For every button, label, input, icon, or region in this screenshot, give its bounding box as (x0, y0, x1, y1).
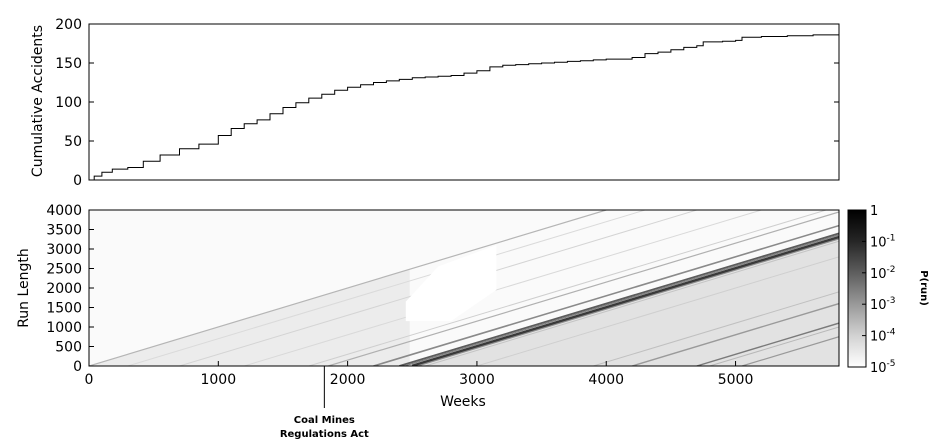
heatmap-secondary-band (417, 238, 839, 366)
heatmap-diagonal-band (593, 291, 839, 366)
bottom-x-tick-label: 1000 (200, 372, 236, 388)
top-y-tick-label: 200 (55, 17, 82, 33)
heatmap-white-region (405, 245, 497, 322)
heatmap-diagonal-band (399, 232, 839, 366)
top-y-tick-label: 50 (64, 134, 82, 150)
bottom-y-tick-label: 3000 (46, 242, 82, 258)
heatmap-dominant-band (411, 235, 839, 366)
colorbar-tick-label: 10-1 (870, 233, 896, 250)
heatmap-diagonal-band (89, 210, 607, 366)
bottom-x-tick-label: 2000 (330, 372, 366, 388)
heatmap-diagonal-band (696, 322, 839, 366)
top-y-tick-label: 0 (73, 173, 82, 189)
heatmap-diagonal-band (308, 210, 827, 366)
x-axis-label: Weeks (440, 394, 486, 410)
annotation-text-line-1: Coal Mines (294, 415, 355, 426)
bottom-y-tick-label: 3500 (46, 223, 82, 239)
heatmap-diagonal-band (373, 224, 839, 366)
bottom-y-tick-label: 1500 (46, 301, 82, 317)
top-y-axis-label: Cumulative Accidents (30, 25, 46, 177)
bottom-x-tick-label: 4000 (588, 372, 624, 388)
colorbar: 1 10-1 10-2 10-3 10-4 10-5 P(run) (847, 204, 929, 376)
colorbar-label: P(run) (918, 270, 929, 306)
colorbar-tick-label: 1 (870, 204, 878, 219)
bottom-x-tick-label: 3000 (459, 372, 495, 388)
heatmap-diagonal-band (328, 211, 839, 366)
bottom-x-ticks: 0 1000 2000 3000 4000 5000 (85, 361, 754, 388)
bottom-x-tick-label: 0 (85, 372, 94, 388)
cumulative-accidents-line (89, 34, 839, 180)
bottom-y-axis-label: Run Length (16, 248, 32, 328)
colorbar-tick-label: 10-2 (870, 265, 896, 282)
heatmap-diagonal-band (404, 234, 839, 366)
bottom-y-ticks: 0 500 1000 1500 2000 2500 3000 3500 4000 (46, 203, 94, 375)
colorbar-ticks: 1 10-1 10-2 10-3 10-4 10-5 (862, 204, 896, 376)
top-y-tick-label: 100 (55, 95, 82, 111)
heatmap-diagonal-band (709, 326, 839, 366)
top-y-tick-label: 150 (55, 56, 82, 72)
colorbar-tick-label: 10-3 (870, 296, 896, 313)
colorbar-tick-label: 10-5 (870, 359, 896, 376)
bottom-x-tick-label: 5000 (718, 372, 754, 388)
heatmap-diagonal-band (127, 210, 646, 366)
colorbar-gradient (847, 209, 867, 368)
bottom-y-tick-label: 500 (55, 340, 82, 356)
cumulative-accidents-panel: 0 50 100 150 200 Cumulative Accidents (30, 17, 840, 189)
heatmap-diagonal-band (741, 336, 839, 366)
top-y-ticks: 0 50 100 150 200 (55, 17, 839, 189)
heatmap-diagonal-band (425, 240, 839, 366)
annotation-text-line-2: Regulations Act (280, 429, 369, 440)
top-line-layer (89, 34, 839, 180)
heatmap-diagonal-band (476, 256, 839, 366)
heatmap-diagonal-band (244, 210, 762, 366)
heatmap-diagonal-band (631, 302, 839, 366)
bottom-y-tick-label: 2500 (46, 262, 82, 278)
bottom-y-tick-label: 0 (73, 359, 82, 375)
bottom-y-tick-label: 1000 (46, 320, 82, 336)
colorbar-tick-label: 10-4 (870, 328, 896, 345)
top-plot-area (89, 24, 839, 180)
bottom-y-tick-label: 4000 (46, 203, 82, 219)
heatmap-layer (89, 210, 839, 366)
bottom-y-tick-label: 2000 (46, 281, 82, 297)
